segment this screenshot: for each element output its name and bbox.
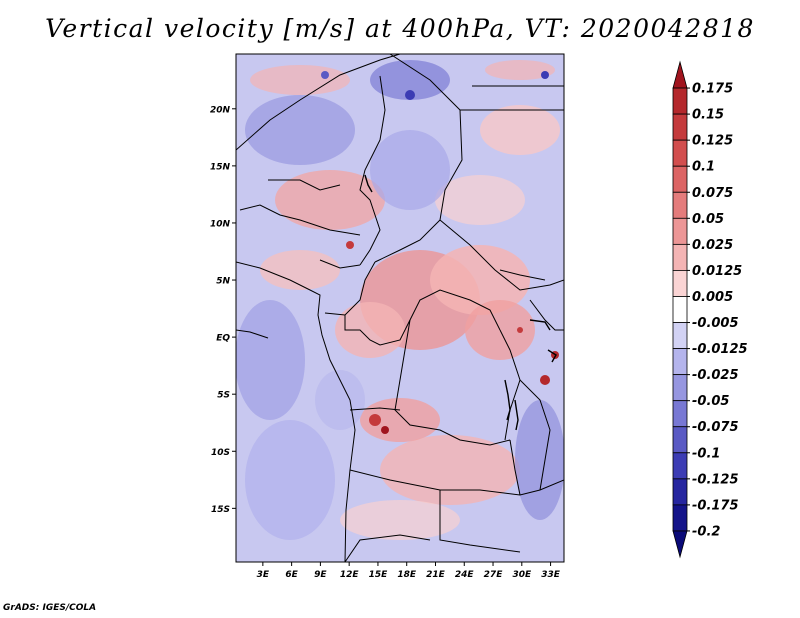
colorbar-label: -0.05 xyxy=(692,394,729,409)
colorbar-segment xyxy=(672,139,688,167)
colorbar-segment xyxy=(672,296,688,323)
colorbar-segment xyxy=(672,217,688,245)
colorbar: 0.175 0.15 0.125 0.1 0.075 0.05 0.025 0.0125 0.0… xyxy=(672,60,748,559)
colorbar-segment xyxy=(672,426,688,454)
lat-tick-label: 15S xyxy=(211,505,230,515)
colorbar-label: 0.175 xyxy=(692,82,733,97)
latitude-axis: 20N 15N 10N 5N EQ 5S 10S 15S xyxy=(210,105,236,515)
lat-tick-label: EQ xyxy=(216,334,230,344)
colorbar-segment xyxy=(672,191,688,219)
colorbar-segment xyxy=(672,374,688,402)
lon-tick-label: 33E xyxy=(541,570,561,580)
colorbar-label: 0.005 xyxy=(692,290,733,305)
colorbar-label: 0.05 xyxy=(692,212,724,227)
chart-title: Vertical velocity [m/s] at 400hPa, VT: 2… xyxy=(45,14,755,43)
colorbar-label: 0.15 xyxy=(692,108,724,123)
lat-tick-label: 10N xyxy=(210,219,231,229)
colorbar-label: -0.005 xyxy=(692,316,739,331)
lat-tick-label: 20N xyxy=(210,105,231,115)
lon-tick-label: 27E xyxy=(484,570,504,580)
colorbar-segment xyxy=(672,270,688,297)
colorbar-segment xyxy=(672,504,688,532)
colorbar-label: -0.0125 xyxy=(692,342,748,357)
lon-tick-label: 30E xyxy=(512,570,532,580)
lon-tick-label: 3E xyxy=(257,570,270,580)
colorbar-segment xyxy=(672,478,688,506)
country-borders xyxy=(236,54,564,562)
colorbar-segment xyxy=(672,452,688,480)
lat-tick-label: 10S xyxy=(211,448,230,458)
lon-tick-label: 21E xyxy=(426,570,446,580)
colorbar-label: 0.1 xyxy=(692,160,715,175)
colorbar-label: 0.025 xyxy=(692,238,733,253)
colorbar-segment xyxy=(672,113,688,141)
lon-tick-label: 24E xyxy=(455,570,475,580)
lakes xyxy=(364,174,557,431)
colorbar-segment xyxy=(672,165,688,193)
colorbar-label: 0.125 xyxy=(692,134,733,149)
map-frame xyxy=(235,53,565,563)
lon-tick-label: 18E xyxy=(397,570,417,580)
colorbar-segment xyxy=(672,400,688,428)
colorbar-segment xyxy=(672,87,688,115)
colorbar-segment xyxy=(672,322,688,349)
colorbar-label: -0.125 xyxy=(692,472,739,487)
colorbar-label: -0.2 xyxy=(692,524,720,539)
colorbar-label: -0.025 xyxy=(692,368,739,383)
map-panel xyxy=(235,53,565,563)
colorbar-segment xyxy=(672,348,688,376)
colorbar-label: 0.075 xyxy=(692,186,733,201)
lat-tick-label: 5S xyxy=(217,391,230,401)
colorbar-label: -0.1 xyxy=(692,446,720,461)
footer-credit: GrADS: IGES/COLA xyxy=(3,603,97,613)
longitude-axis: 3E 6E 9E 12E 15E 18E 21E 24E 27E 30E 33E xyxy=(257,562,561,580)
lon-tick-label: 15E xyxy=(369,570,389,580)
colorbar-segment xyxy=(672,243,688,271)
lon-tick-label: 12E xyxy=(340,570,360,580)
colorbar-label: -0.075 xyxy=(692,420,739,435)
lon-tick-label: 9E xyxy=(314,570,327,580)
lon-tick-label: 6E xyxy=(285,570,298,580)
lat-tick-label: 5N xyxy=(216,277,230,287)
lat-tick-label: 15N xyxy=(210,162,231,172)
colorbar-end-top xyxy=(672,60,688,89)
colorbar-label: 0.0125 xyxy=(692,264,742,279)
colorbar-end-bottom xyxy=(672,530,688,559)
colorbar-label: -0.175 xyxy=(692,498,739,513)
